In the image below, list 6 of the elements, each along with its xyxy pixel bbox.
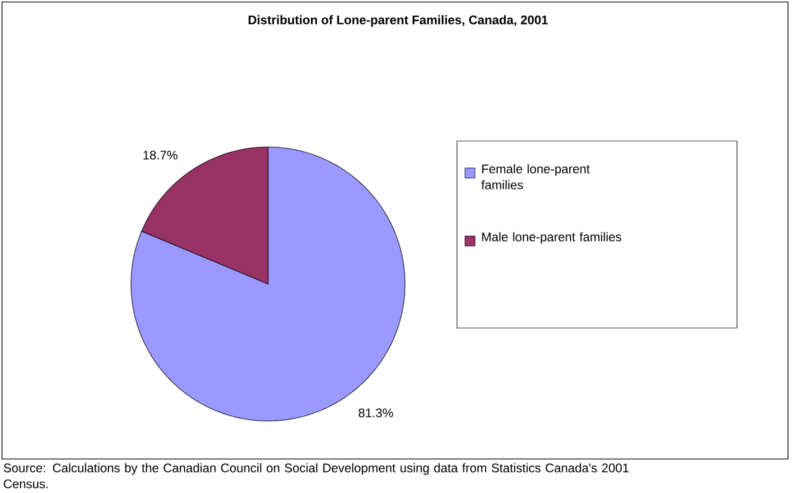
chart-title: Distribution of Lone-parent Families, Canada, 2001: [248, 15, 548, 27]
data-label: 18.7%: [143, 150, 178, 160]
source-note: Source: Calculations by the Canadian Council on Social Development using data from Statistics Canada's 2001 Census.: [4, 463, 629, 488]
data-label: 81.3%: [358, 408, 394, 418]
legend-label: Male lone-parent families: [482, 232, 622, 244]
legend-label: Female lone-parent families: [481, 164, 590, 190]
